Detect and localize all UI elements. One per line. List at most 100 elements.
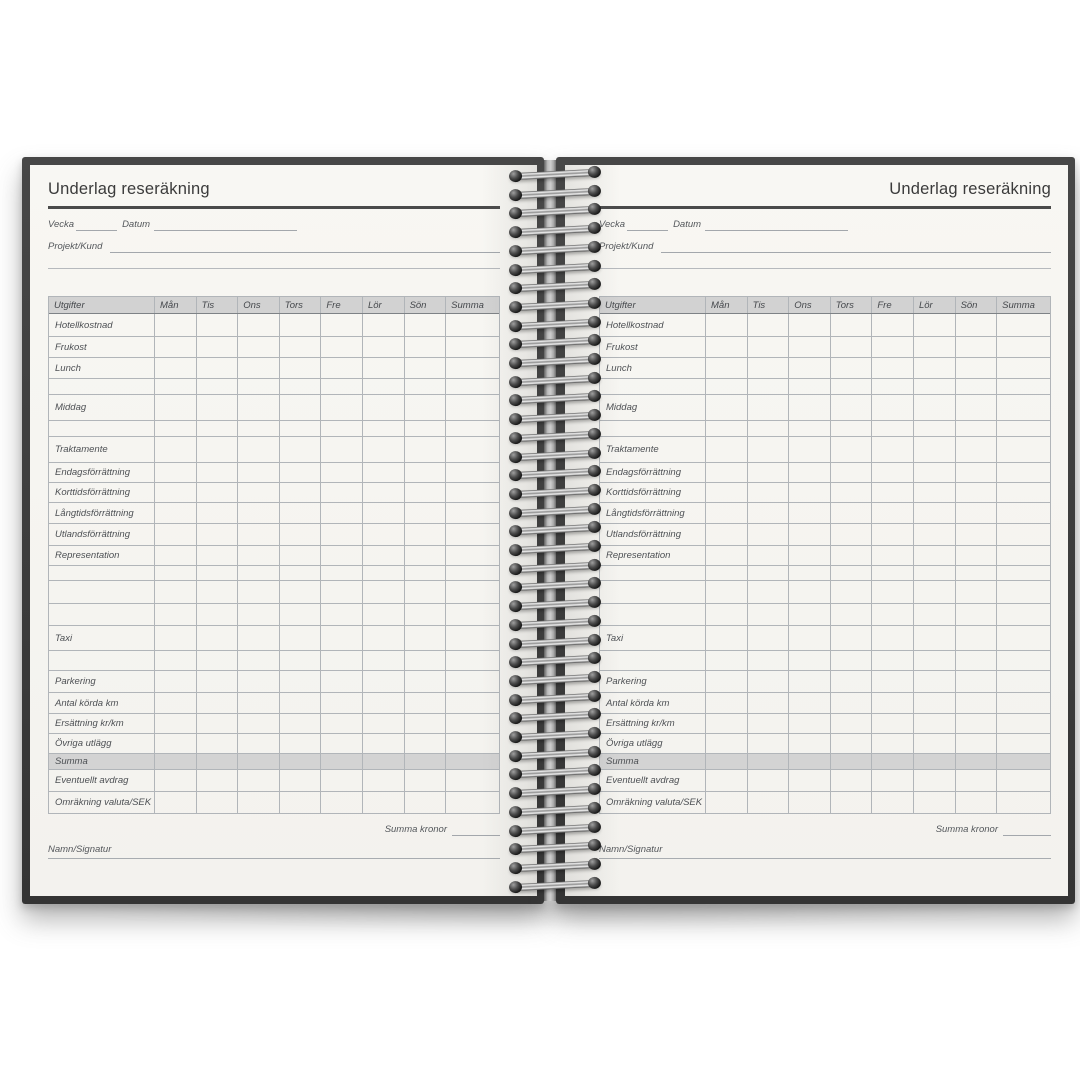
data-cell <box>405 358 447 378</box>
data-cell <box>446 714 499 733</box>
table-row: Traktamente <box>600 437 1050 463</box>
data-cell <box>872 463 914 482</box>
data-cell <box>789 651 831 670</box>
data-cell <box>956 604 998 625</box>
data-cell <box>872 671 914 692</box>
data-cell <box>831 503 873 523</box>
data-cell <box>446 651 499 670</box>
spiral-coil <box>509 879 601 891</box>
data-cell <box>914 524 956 545</box>
table-row: Korttidsförrättning <box>49 483 499 503</box>
data-cell <box>789 379 831 394</box>
data-cell <box>789 714 831 733</box>
header-cell: Tis <box>197 297 239 313</box>
table-row: Ersättning kr/km <box>600 714 1050 734</box>
data-cell <box>405 379 447 394</box>
data-cell <box>789 770 831 791</box>
data-cell <box>831 546 873 565</box>
row-label-cell: Endagsförrättning <box>49 463 155 482</box>
row-label-cell: Middag <box>49 395 155 420</box>
data-cell <box>997 604 1050 625</box>
data-cell <box>789 546 831 565</box>
data-cell <box>997 651 1050 670</box>
data-cell <box>321 483 363 502</box>
row-label-cell: Middag <box>600 395 706 420</box>
title-rule <box>599 206 1051 209</box>
data-cell <box>706 314 748 336</box>
data-cell <box>321 379 363 394</box>
row-label-cell: Ersättning kr/km <box>600 714 706 733</box>
data-cell <box>748 379 790 394</box>
data-cell <box>872 792 914 813</box>
table-row: Utlandsförrättning <box>600 524 1050 546</box>
spiral-coil <box>509 206 601 218</box>
data-cell <box>748 581 790 603</box>
data-cell <box>997 792 1050 813</box>
data-cell <box>155 421 197 436</box>
data-cell <box>363 358 405 378</box>
data-cell <box>321 437 363 462</box>
data-cell <box>748 566 790 580</box>
header-cell: Summa <box>451 299 484 311</box>
data-cell <box>363 546 405 565</box>
data-cell <box>872 626 914 650</box>
data-cell <box>155 770 197 791</box>
data-cell <box>238 714 280 733</box>
data-cell <box>321 792 363 813</box>
data-cell <box>280 754 322 769</box>
row-label-cell: Långtidsförrättning <box>49 503 155 523</box>
data-cell <box>197 734 239 753</box>
data-cell <box>831 604 873 625</box>
data-cell <box>280 566 322 580</box>
data-cell <box>956 693 998 713</box>
project-fill-line <box>110 240 500 253</box>
data-cell <box>831 395 873 420</box>
table-row: Övriga utlägg <box>49 734 499 754</box>
data-cell <box>321 714 363 733</box>
data-cell <box>197 714 239 733</box>
row-label-cell: Frukost <box>49 337 155 357</box>
data-cell <box>321 503 363 523</box>
data-cell <box>446 754 499 769</box>
spiral-coil <box>509 710 601 723</box>
sum-total-line <box>1003 823 1051 836</box>
data-cell <box>238 770 280 791</box>
data-cell <box>706 379 748 394</box>
table-row: Traktamente <box>49 437 499 463</box>
spiral-coil <box>509 299 601 312</box>
data-cell <box>914 379 956 394</box>
row-label-cell: Övriga utlägg <box>600 734 706 753</box>
data-cell <box>872 421 914 436</box>
data-cell <box>997 421 1050 436</box>
table-row-blank <box>600 566 1050 581</box>
data-cell <box>956 770 998 791</box>
row-label-cell: Taxi <box>600 626 706 650</box>
spiral-coil <box>509 785 601 798</box>
data-cell <box>914 754 956 769</box>
date-label: Datum <box>122 219 151 230</box>
week-fill-line <box>627 218 669 231</box>
data-cell <box>706 734 748 753</box>
spiral-coil <box>509 411 601 424</box>
row-label-cell: Eventuellt avdrag <box>600 770 706 791</box>
data-cell <box>706 770 748 791</box>
table-row-blank <box>600 651 1050 671</box>
data-cell <box>872 566 914 580</box>
data-cell <box>706 693 748 713</box>
data-cell <box>956 671 998 692</box>
table-row: Övriga utlägg <box>600 734 1050 754</box>
data-cell <box>321 651 363 670</box>
page-title: Underlag reseräkning <box>889 180 1051 198</box>
spiral-coil <box>509 486 601 499</box>
data-cell <box>872 770 914 791</box>
data-cell <box>789 581 831 603</box>
row-label-cell: Endagsförrättning <box>600 463 706 482</box>
notebook-cover-left: Underlag reseräkning Vecka Datum Projekt/Ku… <box>22 157 544 904</box>
extra-write-line <box>599 253 1051 269</box>
data-cell <box>831 651 873 670</box>
data-cell <box>831 770 873 791</box>
data-cell <box>446 626 499 650</box>
data-cell <box>363 395 405 420</box>
data-cell <box>914 337 956 357</box>
data-cell <box>831 714 873 733</box>
